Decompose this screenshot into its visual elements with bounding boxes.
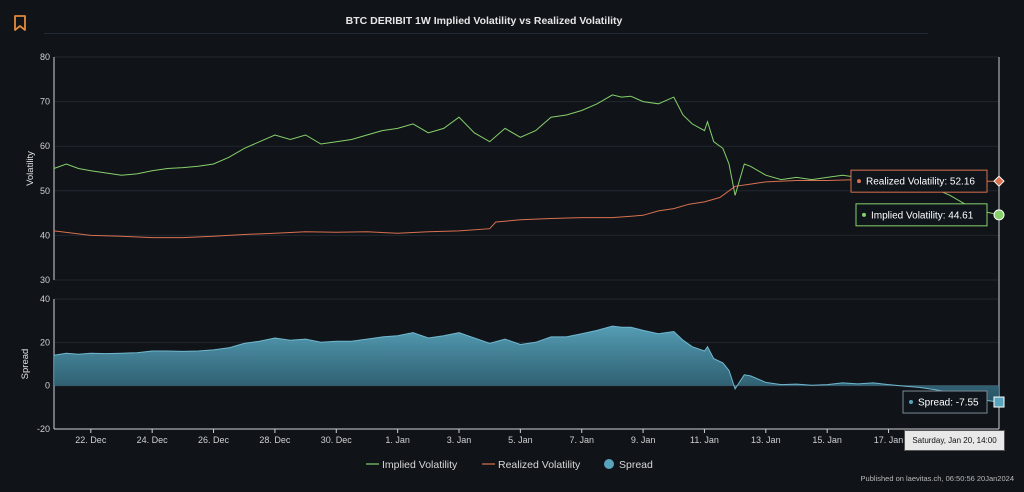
- implied-volatility-marker: [993, 209, 1005, 221]
- spread-line: [53, 325, 1000, 403]
- x-tick-label: 24. Dec: [137, 435, 169, 445]
- implied-tooltip-box: [855, 203, 988, 227]
- realized-volatility-line: [53, 179, 999, 239]
- y-tick-label: 20: [40, 337, 50, 347]
- spread-tooltip-dot: [909, 400, 913, 405]
- crosshair-date-label: Saturday, Jan 20, 14:00: [904, 430, 1005, 451]
- legend[interactable]: Implied Volatility Realized Volatility Spr…: [366, 459, 653, 471]
- x-tick-label: 28. Dec: [259, 435, 291, 445]
- implied-tooltip-dot: [862, 212, 866, 217]
- legend-item-implied-volatility[interactable]: Implied Volatility: [366, 459, 458, 471]
- title-divider: [44, 33, 928, 34]
- realized-tooltip-text: Realized Volatility: 52.16: [866, 177, 975, 188]
- x-tick-label: 17. Jan: [874, 435, 904, 445]
- x-tick-label: 26. Dec: [198, 435, 230, 445]
- y-tick-label: 70: [40, 97, 50, 107]
- axes: 30 40 50 60 70 80 -20 0 20 40 Volatility Spread 22. …: [20, 52, 1000, 445]
- y-tick-label: -20: [37, 424, 50, 434]
- x-tick-label: 1. Jan: [385, 435, 410, 445]
- bookmark-icon[interactable]: [12, 14, 28, 32]
- x-tick-label: 11. Jan: [690, 435, 719, 445]
- series-marks: [53, 94, 1005, 408]
- implied-volatility-line: [53, 94, 1000, 216]
- spread-tooltip-text: Spread: -7.55: [918, 398, 979, 409]
- y-axis-title-volatility: Volatility: [25, 151, 36, 186]
- legend-label: Spread: [619, 459, 653, 471]
- y-tick-label: 0: [45, 381, 50, 391]
- y-axis-title-spread: Spread: [20, 349, 31, 380]
- legend-label: Realized Volatility: [498, 459, 581, 471]
- x-tick-label: 15. Jan: [812, 435, 842, 445]
- legend-item-realized-volatility[interactable]: Realized Volatility: [482, 459, 581, 471]
- legend-label: Implied Volatility: [382, 459, 458, 471]
- chart-title: BTC DERIBIT 1W Implied Volatility vs Rea…: [345, 15, 623, 27]
- tooltips: Realized Volatility: 52.16 Implied Volati…: [850, 169, 988, 414]
- x-tick-label: 30. Dec: [321, 435, 353, 445]
- legend-swatch: [604, 459, 614, 469]
- y-tick-label: 80: [40, 52, 50, 62]
- x-tick-label: 22. Dec: [75, 435, 107, 445]
- spread-tooltip-box: [902, 390, 988, 414]
- y-tick-label: 30: [40, 275, 50, 285]
- publisher-credit: Published on laevitas.ch, 06:50:56 20Jan…: [860, 474, 1014, 483]
- y-tick-label: 60: [40, 141, 50, 151]
- y-tick-label: 40: [40, 294, 50, 304]
- x-tick-label: 5. Jan: [508, 435, 533, 445]
- legend-item-spread[interactable]: Spread: [604, 459, 653, 471]
- realized-tooltip-box: [850, 169, 988, 193]
- realized-tooltip-dot: [857, 179, 861, 184]
- y-tick-label: 40: [40, 230, 50, 240]
- x-tick-label: 3. Jan: [447, 435, 472, 445]
- x-tick-label: 13. Jan: [751, 435, 781, 445]
- x-tick-label: 7. Jan: [569, 435, 594, 445]
- y-tick-label: 50: [40, 186, 50, 196]
- realized-volatility-marker: [993, 175, 1005, 187]
- spread-marker: [993, 396, 1005, 408]
- implied-tooltip-text: Implied Volatility: 44.61: [871, 210, 974, 221]
- spread-area: [54, 326, 999, 402]
- x-tick-label: 9. Jan: [631, 435, 656, 445]
